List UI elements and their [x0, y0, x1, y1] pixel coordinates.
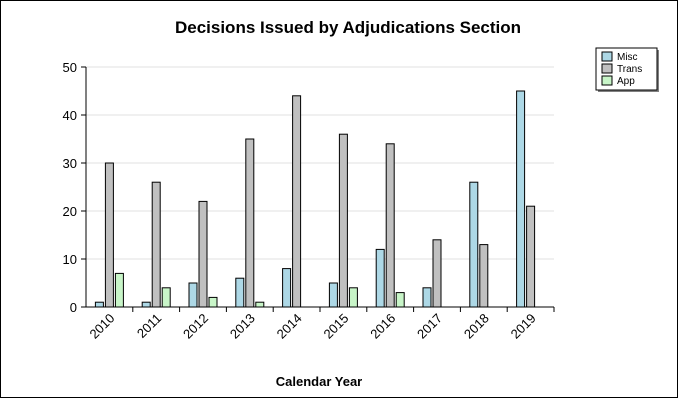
- y-tick-label: 10: [63, 252, 77, 267]
- bar-app-2013: [255, 301, 265, 308]
- bar-misc-2017: [422, 287, 432, 308]
- bar-app-2011: [161, 287, 171, 308]
- y-tick-label: 30: [63, 156, 77, 171]
- legend-swatch-trans: [601, 63, 613, 74]
- x-tick-label: 2012: [180, 311, 211, 342]
- x-tick-label: 2019: [508, 311, 539, 342]
- bar-app-2016: [395, 292, 405, 308]
- bar-trans-2013: [245, 138, 255, 308]
- bar-misc-2010: [94, 301, 104, 308]
- bar-misc-2011: [141, 301, 151, 308]
- x-tick-label: 2016: [367, 311, 398, 342]
- chart-title: Decisions Issued by Adjudications Sectio…: [175, 18, 521, 37]
- x-tick-label: 2014: [274, 311, 305, 342]
- x-tick-label: 2011: [134, 311, 164, 341]
- bar-misc-2018: [469, 181, 479, 308]
- bar-misc-2014: [282, 268, 292, 308]
- y-tick-label: 50: [63, 60, 77, 75]
- bar-app-2012: [208, 296, 218, 308]
- bar-trans-2016: [385, 143, 395, 308]
- legend-swatch-app: [601, 75, 613, 86]
- y-tick-label: 40: [63, 108, 77, 123]
- legend-swatch-misc: [601, 51, 613, 62]
- bar-misc-2012: [188, 282, 198, 308]
- legend-label-app: App: [617, 76, 635, 87]
- bar-trans-2019: [526, 205, 536, 308]
- bar-misc-2015: [328, 282, 338, 308]
- bar-misc-2013: [235, 277, 245, 308]
- x-tick-label: 2017: [414, 311, 445, 342]
- bar-trans-2017: [432, 239, 442, 308]
- x-tick-label: 2018: [461, 311, 492, 342]
- legend-label-misc: Misc: [617, 52, 638, 63]
- x-tick-label: 2015: [320, 311, 351, 342]
- bar-trans-2011: [151, 181, 161, 308]
- bar-misc-2016: [375, 248, 385, 308]
- bar-trans-2010: [104, 162, 114, 308]
- x-tick-label: 2010: [86, 311, 117, 342]
- bar-trans-2015: [338, 133, 348, 308]
- bar-app-2015: [348, 287, 358, 308]
- y-tick-label: 20: [63, 204, 77, 219]
- bar-app-2010: [114, 272, 124, 308]
- y-tick-label: 0: [70, 300, 77, 315]
- bar-trans-2014: [292, 95, 302, 308]
- bar-misc-2019: [516, 90, 526, 308]
- x-axis-label: Calendar Year: [276, 374, 362, 389]
- bar-trans-2012: [198, 200, 208, 308]
- bar-trans-2018: [479, 244, 489, 308]
- legend-label-trans: Trans: [617, 64, 642, 75]
- x-tick-label: 2013: [227, 311, 258, 342]
- bars: [94, 90, 536, 308]
